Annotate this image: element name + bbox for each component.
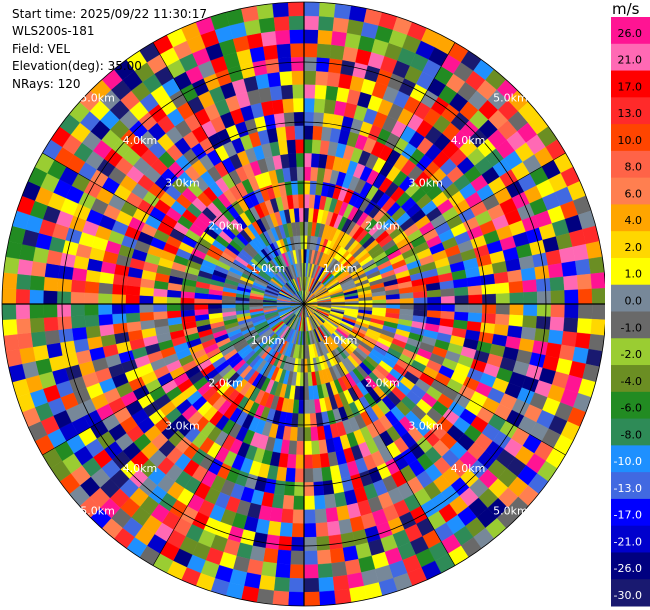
colorbar-tick-label: -2.0 (621, 348, 642, 361)
nrays-text: NRays: 120 (12, 76, 81, 91)
colorbar-tick-label: 17.0 (618, 80, 643, 93)
colorbar-tick-label: 1.0 (625, 268, 643, 281)
colorbar-tick-label: 21.0 (618, 54, 643, 67)
colorbar-tick-label: -10.0 (614, 455, 642, 468)
colorbar-tick-label: -17.0 (614, 509, 642, 522)
elevation-text: Elevation(deg): 35.00 (12, 59, 142, 74)
ppi-gate (590, 272, 605, 290)
colorbar-tick-label: -6.0 (621, 402, 642, 415)
scan-info: Start time: 2025/09/22 11:30:17 WLS200s-… (12, 6, 207, 93)
colorbar-tick-label: 8.0 (625, 161, 643, 174)
ppi-plot: 1.0km2.0km3.0km4.0km5.0km1.0km2.0km3.0km… (1, 1, 605, 607)
colorbar-tick-label: -8.0 (621, 428, 642, 441)
colorbar-tick-label: 10.0 (618, 134, 643, 147)
colorbar-tick-label: 4.0 (625, 214, 643, 227)
field-text: Field: VEL (12, 41, 71, 56)
start-time-text: Start time: 2025/09/22 11:30:17 (12, 7, 207, 21)
colorbar-tick-label: -26.0 (614, 562, 642, 575)
ppi-gate (591, 288, 605, 305)
colorbar-tick-label: 6.0 (625, 187, 643, 200)
colorbar-tick-label: -1.0 (621, 321, 642, 334)
colorbar-tick-label: -21.0 (614, 535, 642, 548)
colorbar-tick-label: 0.0 (625, 295, 643, 308)
colorbar-tick-label: -30.0 (614, 589, 642, 602)
colorbar-tick-label: 13.0 (618, 107, 643, 120)
colorbar-tick-label: 2.0 (625, 241, 643, 254)
colorbar-tick-label: 26.0 (618, 27, 643, 40)
instrument-text: WLS200s-181 (12, 24, 95, 39)
colorbar-tick-label: -13.0 (614, 482, 642, 495)
colorbar-tick-label: -4.0 (621, 375, 642, 388)
